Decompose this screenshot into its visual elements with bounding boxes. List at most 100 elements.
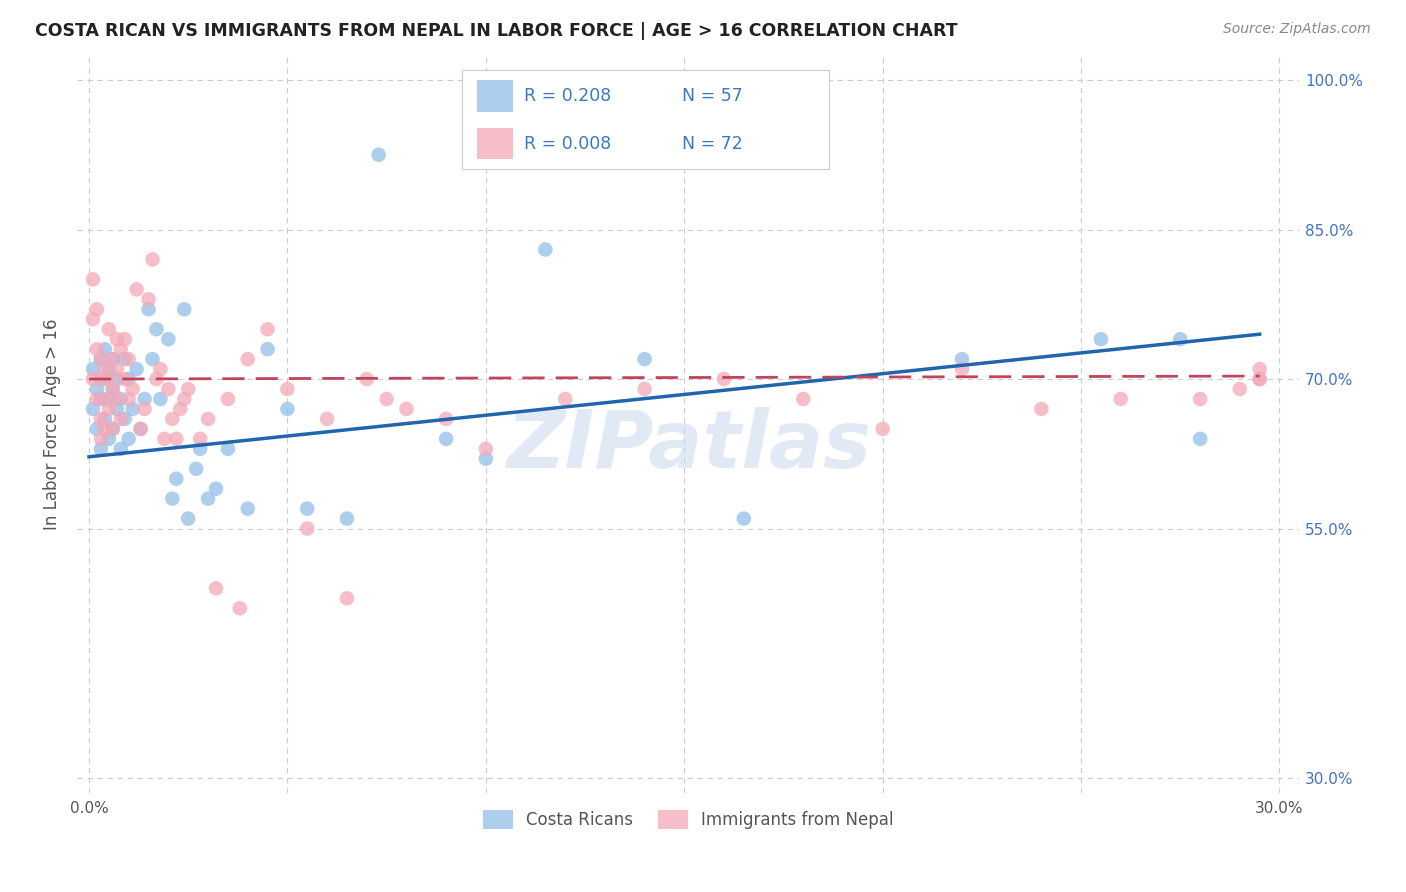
- Point: [217, 442, 239, 456]
- Point: [97, 392, 120, 406]
- Point: [121, 382, 143, 396]
- Point: [395, 401, 418, 416]
- Point: [82, 272, 104, 286]
- Point: [118, 392, 141, 406]
- Point: [141, 352, 163, 367]
- Point: [138, 302, 160, 317]
- Point: [101, 422, 124, 436]
- Point: [90, 372, 112, 386]
- Point: [94, 372, 117, 386]
- Point: [97, 322, 120, 336]
- Point: [1168, 332, 1191, 346]
- Point: [475, 442, 498, 456]
- Point: [276, 382, 298, 396]
- Point: [134, 401, 156, 416]
- Point: [434, 412, 457, 426]
- Point: [356, 372, 378, 386]
- Point: [101, 352, 124, 367]
- Point: [197, 412, 219, 426]
- Point: [149, 392, 172, 406]
- Point: [110, 412, 132, 426]
- Point: [105, 332, 128, 346]
- Point: [534, 243, 557, 257]
- Point: [82, 372, 104, 386]
- Point: [90, 412, 112, 426]
- Point: [86, 392, 108, 406]
- Point: [118, 352, 141, 367]
- Point: [97, 362, 120, 376]
- Point: [90, 442, 112, 456]
- Point: [86, 342, 108, 356]
- Point: [197, 491, 219, 506]
- Y-axis label: In Labor Force | Age > 16: In Labor Force | Age > 16: [44, 318, 60, 530]
- Point: [162, 412, 184, 426]
- Point: [86, 382, 108, 396]
- Point: [118, 432, 141, 446]
- Text: Source: ZipAtlas.com: Source: ZipAtlas.com: [1223, 22, 1371, 37]
- Point: [1109, 392, 1132, 406]
- Point: [554, 392, 576, 406]
- Point: [336, 591, 359, 606]
- Point: [97, 432, 120, 446]
- Point: [162, 491, 184, 506]
- Point: [1189, 432, 1212, 446]
- Point: [101, 422, 124, 436]
- Point: [165, 472, 187, 486]
- Point: [101, 382, 124, 396]
- Point: [105, 401, 128, 416]
- Point: [110, 392, 132, 406]
- Point: [1090, 332, 1112, 346]
- Point: [94, 412, 117, 426]
- Point: [97, 401, 120, 416]
- Point: [367, 148, 389, 162]
- Point: [101, 382, 124, 396]
- Point: [94, 342, 117, 356]
- Point: [316, 412, 339, 426]
- Point: [169, 401, 191, 416]
- Point: [186, 462, 208, 476]
- Point: [177, 382, 200, 396]
- Point: [633, 382, 655, 396]
- Point: [110, 442, 132, 456]
- Point: [118, 372, 141, 386]
- Point: [177, 511, 200, 525]
- Point: [134, 392, 156, 406]
- Point: [236, 352, 259, 367]
- Point: [173, 302, 195, 317]
- Point: [101, 352, 124, 367]
- Point: [86, 302, 108, 317]
- Point: [173, 392, 195, 406]
- Point: [1189, 392, 1212, 406]
- Point: [105, 362, 128, 376]
- Text: ZIPatlas: ZIPatlas: [506, 407, 870, 485]
- Point: [145, 322, 167, 336]
- Point: [97, 372, 120, 386]
- Point: [114, 372, 136, 386]
- Point: [434, 432, 457, 446]
- Point: [129, 422, 152, 436]
- Point: [149, 362, 172, 376]
- Point: [129, 422, 152, 436]
- Point: [950, 362, 973, 376]
- Point: [1229, 382, 1251, 396]
- Point: [229, 601, 252, 615]
- Point: [256, 342, 278, 356]
- Point: [1031, 401, 1053, 416]
- Point: [125, 282, 148, 296]
- Point: [114, 332, 136, 346]
- Point: [792, 392, 814, 406]
- Point: [90, 432, 112, 446]
- Point: [733, 511, 755, 525]
- Point: [1249, 372, 1271, 386]
- Point: [950, 352, 973, 367]
- Point: [90, 352, 112, 367]
- Point: [713, 372, 735, 386]
- Point: [94, 392, 117, 406]
- Point: [205, 482, 228, 496]
- Point: [475, 451, 498, 466]
- Point: [138, 293, 160, 307]
- Point: [297, 522, 319, 536]
- Point: [188, 442, 211, 456]
- Point: [217, 392, 239, 406]
- Point: [114, 352, 136, 367]
